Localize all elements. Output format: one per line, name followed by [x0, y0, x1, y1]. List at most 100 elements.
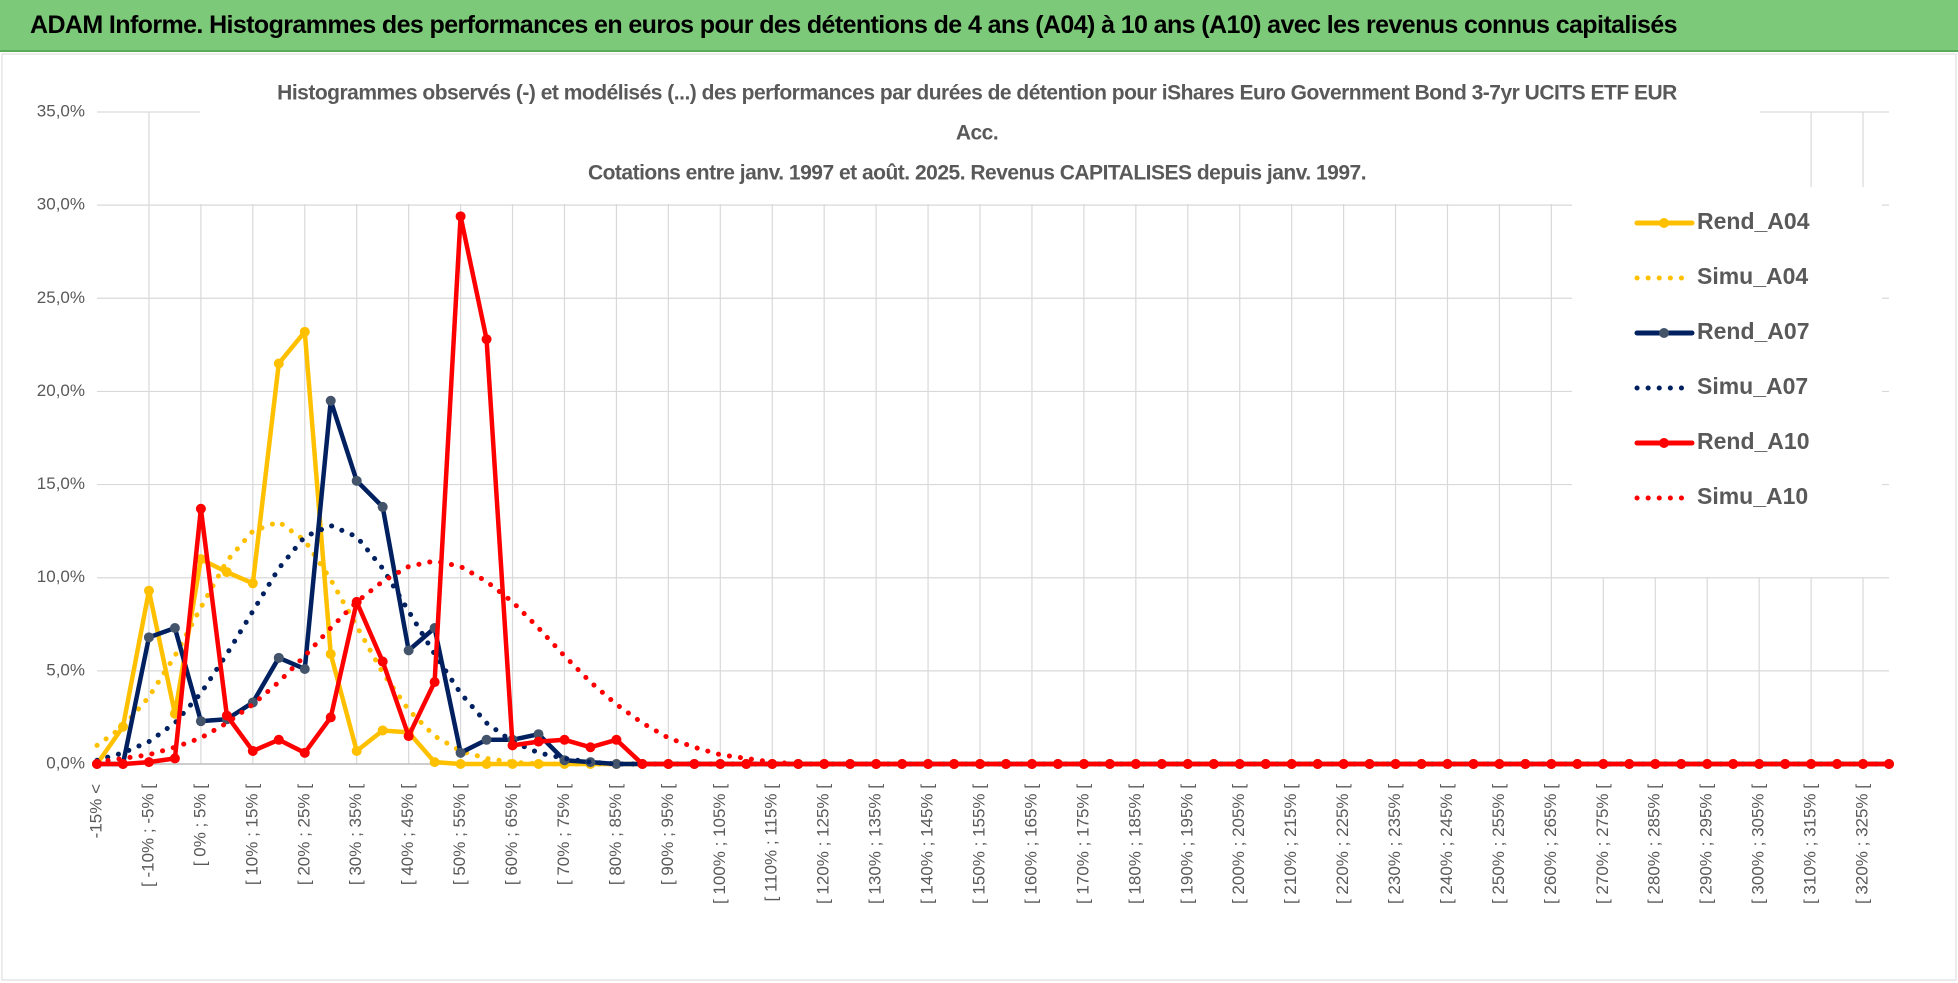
series-marker — [273, 358, 284, 369]
series-marker — [1650, 759, 1661, 769]
series-marker — [377, 656, 388, 667]
y-tick-label: 5,0% — [46, 660, 85, 679]
x-tick-label: [ 90% ; 95% [ — [658, 784, 677, 885]
series-marker — [715, 759, 726, 769]
series-marker — [481, 759, 492, 769]
series-marker — [429, 757, 440, 768]
series-marker — [1520, 759, 1531, 769]
series-marker — [481, 734, 492, 745]
series-marker — [1806, 759, 1817, 769]
x-tick-label: [ 0% ; 5% [ — [190, 784, 209, 866]
x-tick-label: [ 170% ; 175% [ — [1073, 784, 1092, 904]
series-marker — [299, 326, 310, 337]
series-marker — [455, 211, 466, 222]
series-marker — [533, 736, 544, 747]
series-marker — [247, 745, 258, 756]
series-marker — [611, 734, 622, 745]
legend-bg — [1572, 187, 1882, 577]
x-tick-label: [ 20% ; 25% [ — [294, 784, 313, 885]
header-title: ADAM Informe. Histogrammes des performan… — [30, 11, 1678, 39]
x-tick-label: [ 200% ; 205% [ — [1229, 784, 1248, 904]
x-tick-label: [ 110% ; 115% [ — [762, 784, 781, 902]
series-marker — [325, 712, 336, 723]
x-tick-label: [ 60% ; 65% [ — [502, 784, 521, 885]
chart-title: Histogrammes observés (-) et modélisés (… — [277, 82, 1677, 105]
x-tick-label: [ 250% ; 255% [ — [1489, 784, 1508, 904]
series-marker — [325, 395, 336, 406]
series-marker — [689, 759, 700, 769]
series-marker — [299, 747, 310, 758]
series-marker — [351, 745, 362, 756]
chart-title: Cotations entre janv. 1997 et août. 2025… — [588, 162, 1366, 185]
series-marker — [195, 554, 206, 565]
series-marker — [221, 710, 232, 721]
chart-title: Acc. — [956, 122, 998, 145]
header: ADAM Informe. Histogrammes des performan… — [0, 0, 1958, 52]
legend-label: Rend_A07 — [1697, 318, 1809, 344]
legend-marker — [1659, 328, 1669, 338]
legend-label: Simu_A04 — [1697, 263, 1808, 289]
title-bg — [200, 72, 1760, 204]
series-marker — [1442, 759, 1453, 769]
series-marker — [299, 663, 310, 674]
series-marker — [1572, 759, 1583, 769]
x-tick-label: [ 180% ; 185% [ — [1125, 784, 1144, 904]
x-tick-label: [ 210% ; 215% [ — [1281, 784, 1300, 904]
x-tick-label: [ 240% ; 245% [ — [1437, 784, 1456, 904]
series-marker — [273, 652, 284, 663]
series-marker — [455, 747, 466, 758]
series-marker — [611, 759, 622, 769]
x-tick-label: [ 100% ; 105% [ — [710, 784, 729, 904]
x-tick-label: [ 230% ; 235% [ — [1385, 784, 1404, 904]
x-tick-label: [ -10% ; -5% [ — [138, 784, 157, 887]
y-tick-label: 15,0% — [37, 474, 85, 493]
series-marker — [585, 742, 596, 753]
series-marker — [975, 759, 986, 769]
series-marker — [195, 716, 206, 727]
x-tick-label: [ 40% ; 45% [ — [398, 784, 417, 885]
x-tick-label: -15% < — [86, 784, 105, 838]
series-marker — [1364, 759, 1375, 769]
chart: 0,0% 5,0% 10,0% 15,0% 20,0% 25,0% 30,0% 35,0% -1… — [1, 53, 1957, 981]
series-marker — [1104, 759, 1115, 769]
series-marker — [221, 567, 232, 578]
legend-label: Rend_A04 — [1697, 208, 1810, 234]
series-marker — [507, 740, 518, 751]
series-marker — [325, 649, 336, 660]
series-marker — [377, 501, 388, 512]
x-tick-label: [ 70% ; 75% [ — [554, 784, 573, 885]
series-marker — [1416, 759, 1427, 769]
x-tick-label: [ 80% ; 85% [ — [606, 784, 625, 885]
x-tick-label: [ 160% ; 165% [ — [1021, 784, 1040, 904]
series-marker — [169, 753, 180, 764]
legend-marker — [1659, 438, 1669, 448]
x-tick-label: [ 130% ; 135% [ — [866, 784, 885, 904]
series-marker — [741, 759, 752, 769]
y-tick-label: 35,0% — [37, 101, 85, 120]
series-marker — [637, 759, 648, 769]
series-marker — [1286, 759, 1297, 769]
series-marker — [273, 734, 284, 745]
x-tick-label: [ 50% ; 55% [ — [450, 784, 469, 885]
x-tick-label: [ 140% ; 145% [ — [918, 784, 937, 904]
series-marker — [1728, 759, 1739, 769]
series-marker — [897, 759, 908, 769]
x-tick-label: [ 150% ; 155% [ — [969, 784, 988, 904]
series-marker — [403, 731, 414, 742]
x-tick-label: [ 280% ; 285% [ — [1645, 784, 1664, 904]
series-marker — [663, 759, 674, 769]
x-tick-label: [ 190% ; 195% [ — [1177, 784, 1196, 904]
legend-marker — [1659, 218, 1669, 228]
series-marker — [1884, 759, 1894, 769]
series-marker — [949, 759, 960, 769]
x-tick-label: [ 320% ; 325% [ — [1853, 784, 1872, 904]
x-tick-label: [ 260% ; 265% [ — [1541, 784, 1560, 904]
y-tick-label: 0,0% — [46, 753, 85, 772]
series-marker — [533, 729, 544, 740]
series-marker — [143, 585, 154, 596]
series-marker — [819, 759, 830, 769]
x-tick-label: [ 300% ; 305% [ — [1749, 784, 1768, 904]
series-marker — [403, 645, 414, 656]
x-tick-label: [ 10% ; 15% [ — [242, 784, 261, 885]
x-tick-label: [ 290% ; 295% [ — [1697, 784, 1716, 904]
